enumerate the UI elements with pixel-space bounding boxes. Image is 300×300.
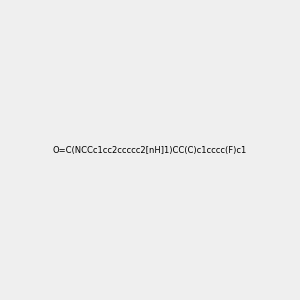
Text: O=C(NCCc1cc2ccccc2[nH]1)CC(C)c1cccc(F)c1: O=C(NCCc1cc2ccccc2[nH]1)CC(C)c1cccc(F)c1: [53, 146, 247, 154]
